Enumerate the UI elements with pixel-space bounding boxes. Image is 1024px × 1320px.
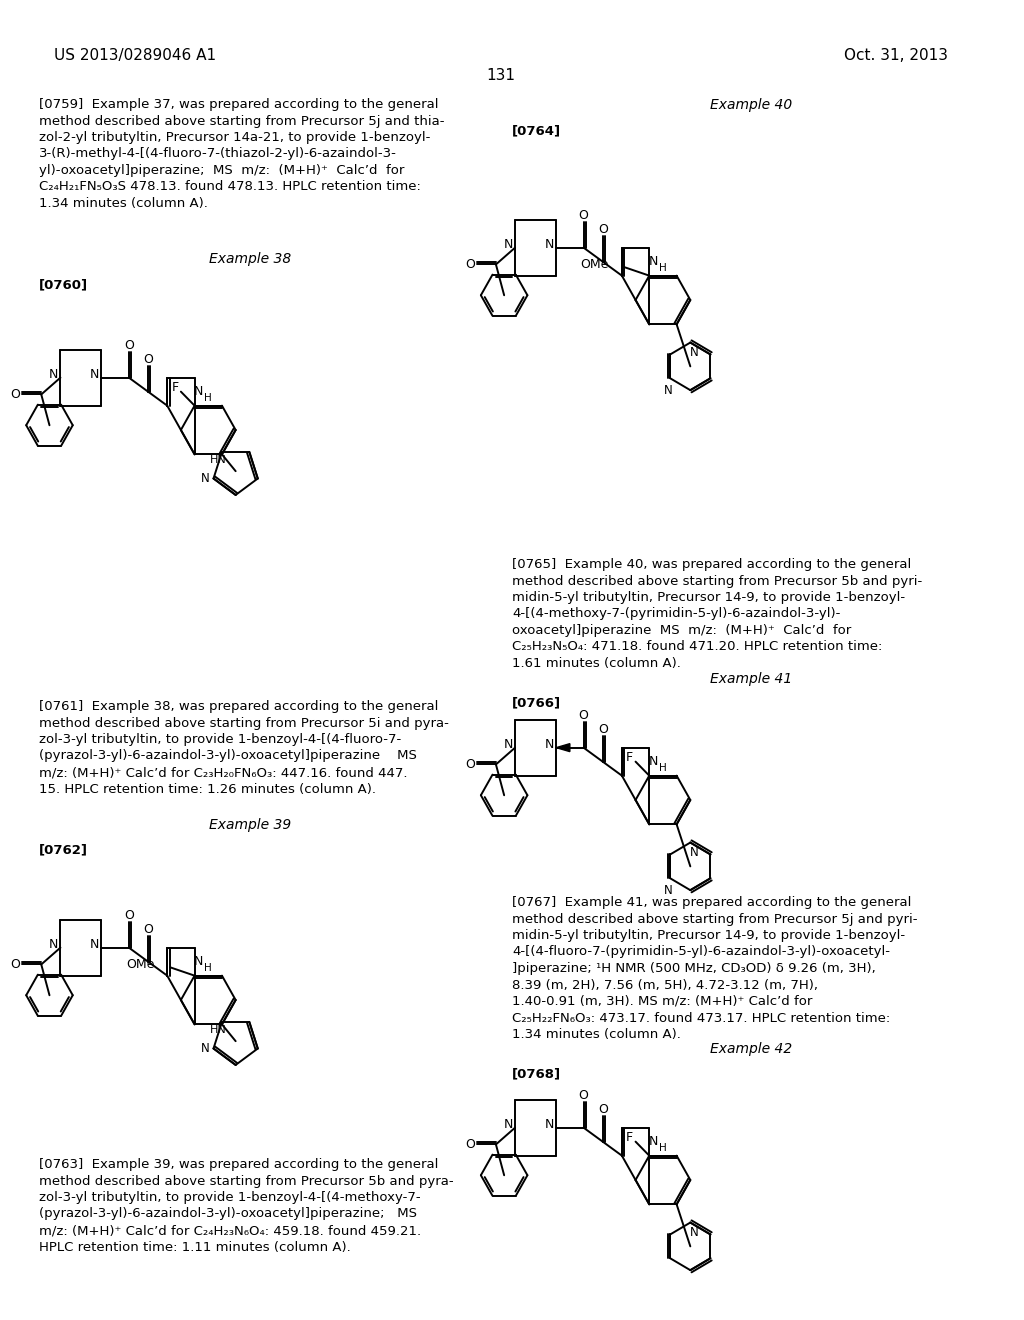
Text: N: N <box>49 368 58 381</box>
Text: N: N <box>202 1041 210 1055</box>
Text: N: N <box>690 346 699 359</box>
Text: HN: HN <box>210 455 226 465</box>
Text: H: H <box>205 962 212 973</box>
Text: O: O <box>124 909 134 921</box>
Text: O: O <box>579 709 589 722</box>
Text: HN: HN <box>210 1024 226 1035</box>
Text: O: O <box>598 723 607 737</box>
Text: N: N <box>648 255 657 268</box>
Text: O: O <box>598 1104 607 1115</box>
Text: O: O <box>465 1138 475 1151</box>
Text: N: N <box>90 939 99 952</box>
Text: [0761]  Example 38, was prepared according to the general
method described above: [0761] Example 38, was prepared accordin… <box>39 700 449 796</box>
Text: N: N <box>690 1226 699 1239</box>
Text: O: O <box>143 923 153 936</box>
Text: H: H <box>659 1143 667 1152</box>
Text: N: N <box>648 755 657 768</box>
Polygon shape <box>556 743 569 751</box>
Text: N: N <box>49 939 58 952</box>
Text: Example 41: Example 41 <box>710 672 792 686</box>
Text: Example 40: Example 40 <box>710 98 792 112</box>
Text: O: O <box>10 958 20 972</box>
Text: N: N <box>545 738 554 751</box>
Text: N: N <box>545 238 554 251</box>
Text: N: N <box>504 738 513 751</box>
Text: F: F <box>171 381 178 395</box>
Text: H: H <box>659 763 667 772</box>
Text: N: N <box>664 384 673 397</box>
Text: Example 42: Example 42 <box>710 1041 792 1056</box>
Text: [0764]: [0764] <box>512 124 561 137</box>
Text: N: N <box>194 956 203 968</box>
Text: N: N <box>664 883 673 896</box>
Text: N: N <box>194 385 203 399</box>
Text: H: H <box>205 392 212 403</box>
Text: O: O <box>579 1089 589 1102</box>
Text: US 2013/0289046 A1: US 2013/0289046 A1 <box>54 48 216 63</box>
Text: F: F <box>626 751 633 764</box>
Text: OMe: OMe <box>126 958 155 970</box>
Text: [0763]  Example 39, was prepared according to the general
method described above: [0763] Example 39, was prepared accordin… <box>39 1158 454 1254</box>
Text: F: F <box>626 1131 633 1144</box>
Text: O: O <box>143 352 153 366</box>
Text: [0765]  Example 40, was prepared according to the general
method described above: [0765] Example 40, was prepared accordin… <box>512 558 923 671</box>
Text: N: N <box>690 846 699 859</box>
Text: N: N <box>90 368 99 381</box>
Text: Example 39: Example 39 <box>209 818 292 832</box>
Text: Example 38: Example 38 <box>209 252 292 267</box>
Text: O: O <box>465 758 475 771</box>
Text: N: N <box>648 1135 657 1148</box>
Text: OMe: OMe <box>581 257 609 271</box>
Text: [0759]  Example 37, was prepared according to the general
method described above: [0759] Example 37, was prepared accordin… <box>39 98 444 210</box>
Text: O: O <box>598 223 607 236</box>
Text: 131: 131 <box>486 69 515 83</box>
Text: N: N <box>504 238 513 251</box>
Text: O: O <box>465 257 475 271</box>
Text: [0766]: [0766] <box>512 696 561 709</box>
Text: Oct. 31, 2013: Oct. 31, 2013 <box>845 48 948 63</box>
Text: O: O <box>10 388 20 401</box>
Text: [0768]: [0768] <box>512 1067 561 1080</box>
Text: H: H <box>659 263 667 273</box>
Text: N: N <box>504 1118 513 1131</box>
Text: O: O <box>579 209 589 222</box>
Text: [0762]: [0762] <box>39 843 88 855</box>
Text: N: N <box>202 473 210 484</box>
Text: N: N <box>545 1118 554 1131</box>
Text: [0767]  Example 41, was prepared according to the general
method described above: [0767] Example 41, was prepared accordin… <box>512 896 918 1041</box>
Text: [0760]: [0760] <box>39 279 88 290</box>
Text: O: O <box>124 339 134 352</box>
